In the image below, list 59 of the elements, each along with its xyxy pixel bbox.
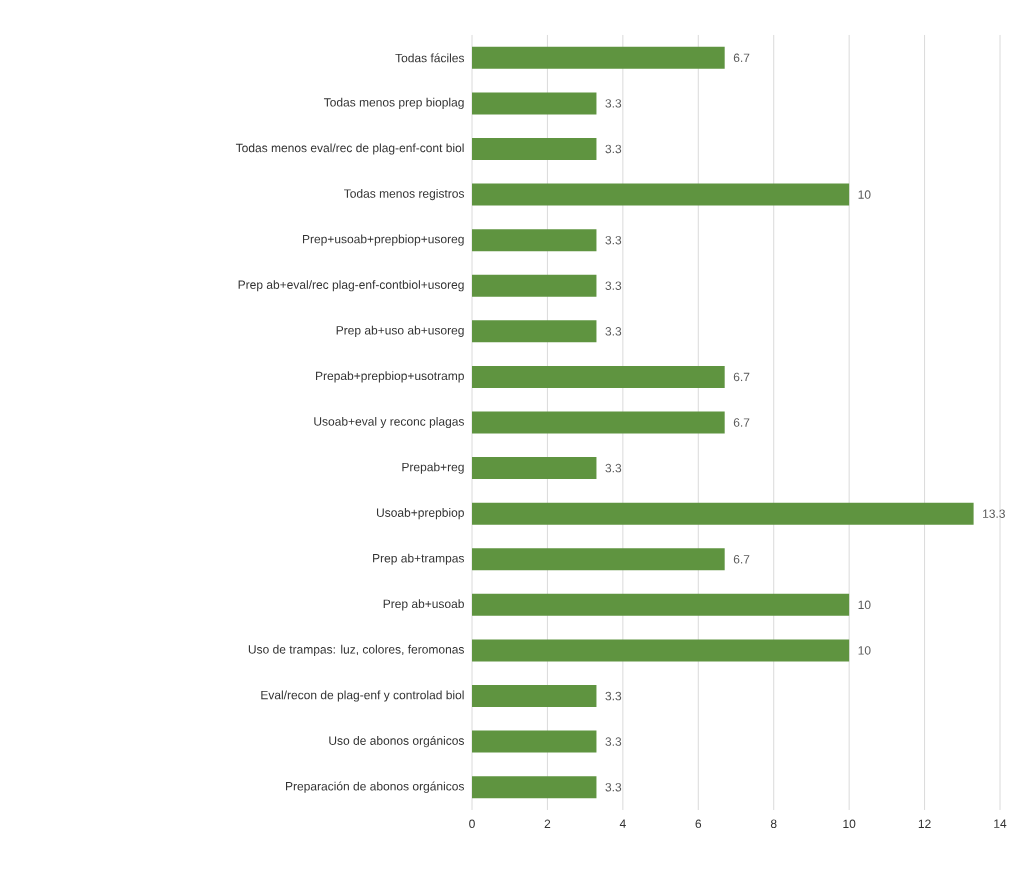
y-tick-label: Prep ab+trampas [373,553,465,565]
x-tick-label: 6 [695,819,702,829]
bar [472,183,850,206]
bar [472,776,597,799]
y-tick-label: Prepab+prepbiop+usotramp [316,371,464,383]
y-tick-label: Uso de trampas: luz, colores, feromonas [248,644,464,657]
y-tick-label: Prep ab+uso ab+usoreg [336,325,464,337]
y-tick-label: Prep+usoab+prepbiop+usoreg [302,234,464,246]
data-label: 10 [858,646,871,655]
y-tick-label: Uso de abonos orgánicos [329,735,464,748]
data-label: 3.3 [605,144,622,154]
data-label: 6.7 [733,555,750,564]
data-label: 3.3 [605,281,622,290]
y-tick-label: Usoab+eval y reconc plagas [314,416,464,429]
x-tick-label: 12 [918,819,931,828]
y-tick-label: Prep ab+eval/rec plag-enf-contbiol+usoreg [238,280,464,292]
x-tick-label: 10 [843,819,856,829]
y-tick-label: Prepab+reg [402,462,464,474]
x-tick-label: 8 [770,819,777,829]
bar [472,365,725,388]
data-label: 6.7 [733,418,750,427]
bar [472,137,597,160]
y-tick-label: Prep ab+usoab [383,599,464,611]
bar [472,685,597,708]
x-tick-label: 14 [994,819,1007,828]
data-label: 3.3 [605,463,622,473]
data-label: 3.3 [605,327,622,336]
y-tick-label: Todas fáciles [395,53,465,63]
bar [472,92,597,115]
bar [472,274,597,297]
data-label: 6.7 [733,53,750,63]
data-label: 3.3 [605,782,622,792]
data-label: 3.3 [605,235,622,245]
x-tick-label: 0 [469,819,475,829]
data-label: 6.7 [733,372,750,382]
x-tick-label: 4 [619,819,626,828]
bar [472,320,597,343]
bar [472,502,974,525]
data-label: 13.3 [983,509,1005,518]
y-tick-label: Preparación de abonos orgánicos [286,781,464,793]
bar [472,548,725,571]
bar [472,46,725,69]
data-label: 3.3 [605,737,622,746]
x-tick-label: 2 [544,819,551,828]
data-label: 3.3 [605,99,622,108]
y-tick-label: Todas menos eval/rec de plag-enf-cont biol [235,143,464,155]
bar [472,411,725,434]
bar [472,457,597,480]
bar [472,593,850,616]
bar [472,229,597,252]
y-tick-label: Todas menos registros [344,188,465,201]
data-label: 10 [858,190,871,199]
data-label: 10 [858,600,871,610]
y-tick-label: Usoab+prepbiop [376,508,464,520]
bar [472,730,597,753]
data-label: 3.3 [605,691,622,701]
y-tick-label: Eval/recon de plag-enf y controlad biol [261,690,464,702]
y-tick-label: Todas menos prep bioplag [323,97,464,109]
bar [472,639,850,662]
